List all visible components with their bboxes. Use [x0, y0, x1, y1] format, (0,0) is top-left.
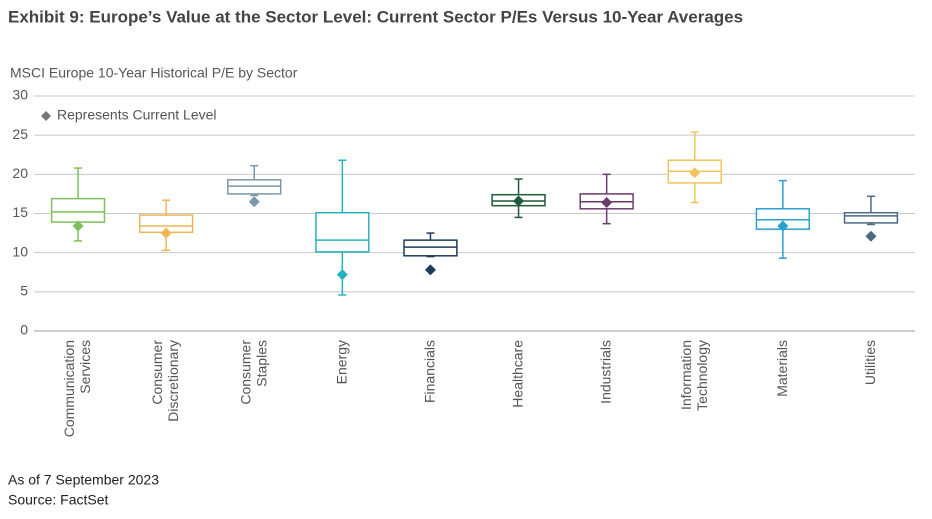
y-tick-label: 15 — [12, 204, 28, 220]
current-marker — [160, 227, 172, 239]
note: As of 7 September 2023 — [8, 472, 159, 488]
chart-subtitle: MSCI Europe 10-Year Historical P/E by Se… — [10, 65, 298, 81]
box — [50, 197, 106, 223]
y-tick-label: 20 — [12, 165, 28, 181]
legend-label: Represents Current Level — [57, 107, 217, 123]
note: Source: FactSet — [8, 492, 108, 508]
x-tick-label: ConsumerStaples — [237, 340, 269, 405]
current-marker — [424, 264, 436, 276]
x-tick-label: Utilities — [862, 340, 878, 385]
x-tick-label: Financials — [421, 340, 437, 403]
x-tick-label: Energy — [333, 340, 349, 384]
current-marker — [248, 196, 260, 208]
x-tick-label: Healthcare — [509, 340, 525, 408]
current-marker — [777, 220, 789, 232]
x-tick-label: Industrials — [597, 340, 613, 404]
current-marker — [865, 230, 877, 242]
box — [843, 211, 899, 224]
x-tick-label: Materials — [774, 340, 790, 397]
current-marker — [336, 269, 348, 281]
x-tick-label: InformationTechnology — [677, 340, 709, 411]
y-tick-label: 5 — [20, 283, 28, 299]
current-marker — [689, 167, 701, 179]
y-tick-label: 25 — [12, 126, 28, 142]
y-tick-label: 30 — [12, 87, 28, 103]
x-tick-label: ConsumerDiscretionary — [149, 340, 181, 422]
legend-marker — [41, 111, 51, 121]
current-marker — [72, 220, 84, 232]
box — [403, 239, 458, 257]
box — [315, 211, 370, 253]
current-marker — [513, 195, 525, 207]
x-tick-label: CommunicationServices — [61, 340, 93, 437]
chart-title: Exhibit 9: Europe’s Value at the Sector … — [8, 7, 743, 26]
y-tick-label: 0 — [20, 322, 28, 338]
current-marker — [601, 197, 613, 209]
y-tick-label: 10 — [12, 243, 28, 259]
box — [227, 179, 282, 195]
